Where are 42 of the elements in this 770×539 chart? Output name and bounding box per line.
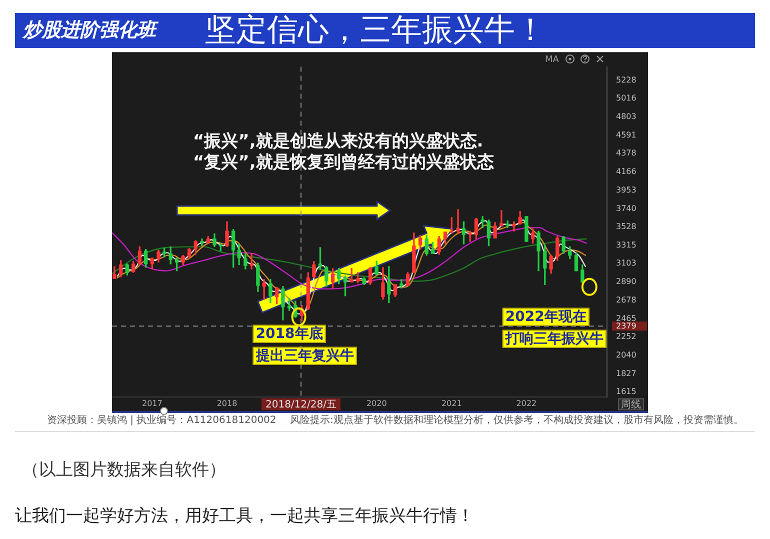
y-tick-label: 3528 xyxy=(616,222,636,232)
y-tick-label: 2465 xyxy=(616,314,636,323)
chart-subtitle: 炒股进阶强化班 xyxy=(23,19,156,42)
y-tick-label: 1827 xyxy=(616,368,636,378)
ref-line-label: 2379 xyxy=(616,322,636,331)
y-tick-label: 5016 xyxy=(616,94,636,103)
text: 周线 xyxy=(621,398,641,410)
y-tick-label: 2040 xyxy=(616,350,636,360)
x-tick-label: 2018 xyxy=(216,399,238,408)
chart-title: 坚定信心，三年振兴牛！ xyxy=(205,12,546,48)
y-tick-label: 2890 xyxy=(616,277,636,286)
y-tick-label: 3740 xyxy=(616,204,636,213)
x-tick-label: 2022 xyxy=(516,399,537,408)
ref-line-label: 2018/12/28/五 xyxy=(265,399,336,410)
y-tick-label: 3103 xyxy=(616,258,636,268)
y-tick-label: 2678 xyxy=(616,295,636,304)
y-tick-label: 4378 xyxy=(616,148,636,158)
x-tick-label: 2021 xyxy=(441,399,462,408)
annotation: “振兴”,就是创造从来没有的兴盛状态. xyxy=(193,131,484,152)
annotation: 2022年现在 xyxy=(505,309,586,326)
text: MA xyxy=(545,54,560,65)
y-tick-label: 4803 xyxy=(616,112,636,122)
annotation: 打响三年振兴牛 xyxy=(504,330,604,348)
text: 让我们一起学好方法，用好工具，一起共享三年振兴牛行情！ xyxy=(15,505,474,528)
line-series xyxy=(112,238,587,282)
y-tick-label: 3315 xyxy=(616,240,636,250)
text: 资深投顾：吴镇鸿 | 执业编号：A1120618120002 xyxy=(47,414,276,428)
y-tick-label: 4591 xyxy=(616,130,636,140)
annotation: 2018年底 xyxy=(256,324,323,342)
candlestick xyxy=(524,216,528,242)
x-tick-label: 2020 xyxy=(366,399,387,408)
text: （以上图片数据来自软件） xyxy=(22,459,226,482)
text: 风险提示:观点基于软件数据和理论模型分析，仅供参考，不构成投资建议，股市有风险，投资需谨慎。 xyxy=(290,414,744,428)
annotation: “复兴”,就是恢复到曾经有过的兴盛状态 xyxy=(193,152,494,172)
y-tick-label: 5228 xyxy=(616,75,636,84)
y-tick-label: 1615 xyxy=(616,387,636,396)
annotation: 提出三年复兴牛 xyxy=(254,346,354,364)
line-series xyxy=(112,227,587,290)
x-tick-label: 2017 xyxy=(142,399,162,408)
y-tick-label: 4166 xyxy=(616,167,636,176)
y-tick-label: 2252 xyxy=(616,332,636,342)
y-tick-label: 3953 xyxy=(616,185,636,194)
